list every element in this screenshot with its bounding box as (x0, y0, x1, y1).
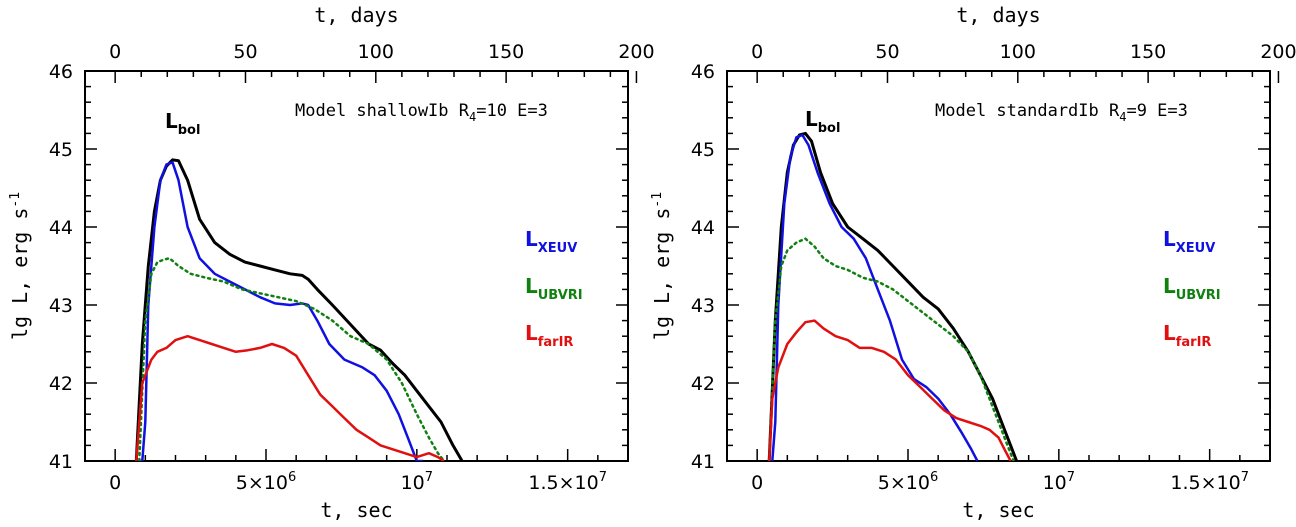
x-axis-title-top: t, days (956, 3, 1040, 27)
series-label-ubvri: LUBVRI (525, 274, 583, 303)
x-tick-label: 5×106 (878, 470, 938, 494)
x-tick-label: 0 (751, 472, 763, 494)
model-annotation: Model shallowIb R4=10 E=3 (295, 101, 548, 124)
series-line-xeuv (771, 133, 979, 461)
x-tick-label: 107 (1043, 470, 1075, 494)
series-label-xeuv: LXEUV (525, 227, 577, 256)
x-axis-title-top: t, days (314, 3, 398, 27)
y-tick-label: 41 (691, 451, 715, 473)
y-tick-label: 46 (49, 61, 73, 83)
y-tick-label: 46 (691, 61, 715, 83)
y-tick-label: 45 (691, 139, 715, 161)
y-axis-title: lg L, erg s-1 (650, 192, 674, 340)
top-tick-label: 100 (1000, 41, 1036, 63)
top-tick-label: 50 (875, 41, 899, 63)
y-tick-label: 42 (49, 373, 73, 395)
top-tick-label: 0 (109, 41, 121, 63)
top-tick-label: 100 (358, 41, 394, 63)
series-label-xeuv: LXEUV (1163, 227, 1215, 256)
top-tick-label: 200 (1260, 41, 1296, 63)
y-tick-label: 42 (691, 373, 715, 395)
x-tick-label: 5×106 (236, 470, 296, 494)
x-axis-title: t, sec (962, 498, 1034, 522)
series-label-farir: LfarIR (525, 321, 573, 350)
y-tick-label: 43 (49, 295, 73, 317)
series-label-ubvri: LUBVRI (1163, 274, 1221, 303)
x-tick-label: 1.5×107 (528, 470, 607, 494)
series-line-xeuv (139, 161, 423, 461)
series-line-farir (767, 319, 1012, 461)
x-tick-label: 107 (401, 470, 433, 494)
y-tick-label: 45 (49, 139, 73, 161)
model-annotation: Model standardIb R4=9 E=3 (935, 101, 1188, 124)
y-tick-label: 41 (49, 451, 73, 473)
series-line-ubvri (767, 237, 1015, 461)
chart-panel-standard: 0 5×106 107 1.5×107 0 50 100 150 200 41 42 43 44 45 46… (650, 3, 1296, 522)
x-tick-label: 0 (109, 472, 121, 494)
y-tick-label: 44 (49, 217, 73, 239)
y-tick-label: 43 (691, 295, 715, 317)
y-axis-title: lg L, erg s-1 (8, 192, 32, 340)
series-label-farir: LfarIR (1163, 321, 1211, 350)
x-axis-title: t, sec (320, 498, 392, 522)
series-line-farir (135, 334, 445, 461)
x-tick-label: 1.5×107 (1170, 470, 1249, 494)
series-line-bol (134, 158, 464, 461)
top-tick-label: 150 (488, 41, 524, 63)
series-label-bol: Lbol (805, 107, 840, 136)
top-tick-label: 200 (618, 41, 654, 63)
top-tick-label: 50 (233, 41, 257, 63)
series-label-bol: Lbol (165, 109, 200, 138)
series-line-bol (767, 131, 1019, 461)
top-tick-label: 150 (1130, 41, 1166, 63)
top-tick-label: 0 (751, 41, 763, 63)
chart-panel-shallow: 0 5×106 107 1.5×107 0 50 100 150 200 41 42 43 44 45 46… (8, 3, 655, 522)
y-tick-label: 44 (691, 217, 715, 239)
series-line-ubvri (138, 256, 446, 461)
